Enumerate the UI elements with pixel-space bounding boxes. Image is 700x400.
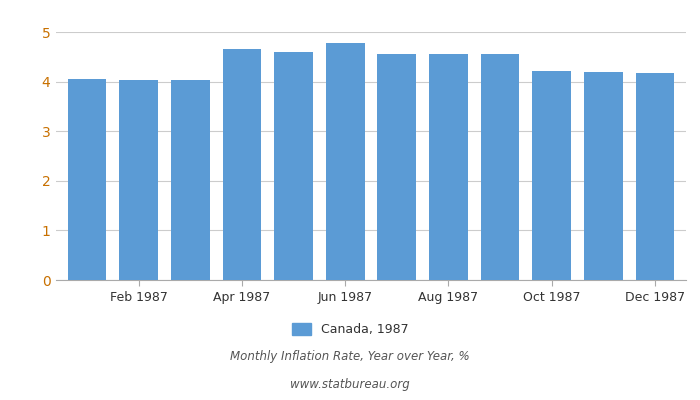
Bar	[481, 54, 519, 280]
Bar	[223, 49, 261, 280]
Bar	[429, 54, 468, 280]
Bar	[533, 71, 571, 280]
Bar	[326, 44, 365, 280]
Bar	[636, 73, 674, 280]
Bar	[119, 80, 158, 280]
Bar	[584, 72, 623, 280]
Bar	[171, 80, 209, 280]
Text: www.statbureau.org: www.statbureau.org	[290, 378, 410, 391]
Bar	[274, 52, 313, 280]
Text: Monthly Inflation Rate, Year over Year, %: Monthly Inflation Rate, Year over Year, …	[230, 350, 470, 363]
Legend: Canada, 1987: Canada, 1987	[287, 318, 413, 341]
Bar	[377, 54, 416, 280]
Bar	[68, 79, 106, 280]
